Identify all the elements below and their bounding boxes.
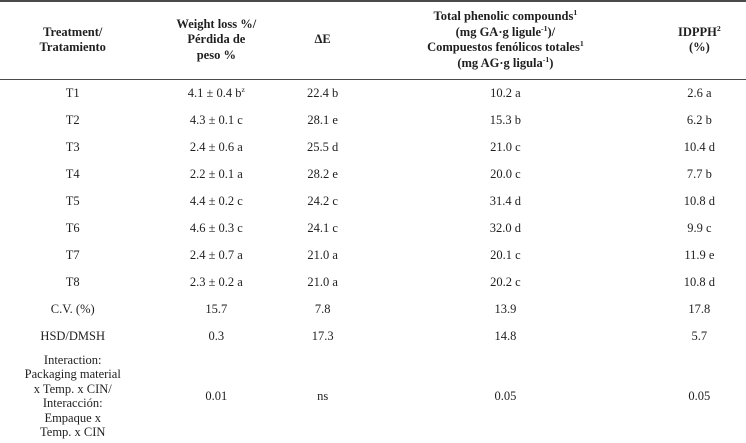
row-t7: T7 2.4 ± 0.7 a 21.0 a 20.1 c 11.9 e	[0, 242, 746, 269]
idpph-cell: 2.6 a	[687, 85, 712, 100]
delta-e-cell: ns	[317, 388, 329, 403]
phenolics-cell: 14.8	[494, 328, 517, 343]
row-t3: T3 2.4 ± 0.6 a 25.5 d 21.0 c 10.4 d	[0, 134, 746, 161]
delta-e-cell: 28.2 e	[307, 166, 338, 181]
weight-loss-cell: 2.3 ± 0.2 a	[189, 274, 243, 289]
delta-e-cell: 17.3	[311, 328, 334, 343]
delta-e-cell: 7.8	[314, 301, 331, 316]
treatment-cell: C.V. (%)	[50, 301, 95, 316]
row-hsd: HSD/DMSH 0.3 17.3 14.8 5.7	[0, 323, 746, 350]
weight-loss-cell: 4.3 ± 0.1 c	[189, 112, 243, 127]
treatment-cell: T1	[65, 85, 80, 100]
treatment-cell: T6	[65, 220, 80, 235]
delta-e-cell: 24.2 c	[307, 193, 338, 208]
row-t4: T4 2.2 ± 0.1 a 28.2 e 20.0 c 7.7 b	[0, 161, 746, 188]
weight-loss-cell: 2.4 ± 0.6 a	[189, 139, 243, 154]
idpph-cell: 5.7	[691, 328, 708, 343]
row-t8: T8 2.3 ± 0.2 a 21.0 a 20.2 c 10.8 d	[0, 269, 746, 296]
column-header-treatment: Treatment/ Tratamiento	[0, 1, 146, 80]
idpph-cell: 10.8 d	[683, 193, 715, 208]
treatment-cell: HSD/DMSH	[40, 328, 106, 343]
column-header-delta-e: ΔE	[287, 1, 359, 80]
table-header: Treatment/ Tratamiento Weight loss %/ Pé…	[0, 1, 746, 80]
treatment-cell: T5	[65, 193, 80, 208]
idpph-cell: 11.9 e	[684, 247, 715, 262]
row-interaction: Interaction: Packaging material x Temp. …	[0, 350, 746, 443]
table-body: T1 4.1 ± 0.4 bz 22.4 b 10.2 a 2.6 a T2 4…	[0, 80, 746, 443]
weight-loss-cell: 15.7	[205, 301, 228, 316]
phenolics-cell: 20.1 c	[490, 247, 521, 262]
idpph-cell: 10.8 d	[683, 274, 715, 289]
treatment-cell: T7	[65, 247, 80, 262]
idpph-cell: 7.7 b	[686, 166, 712, 181]
phenolics-cell: 31.4 d	[489, 193, 522, 208]
delta-e-cell: 22.4 b	[307, 85, 339, 100]
column-header-idpph: IDPPH2 (%)	[652, 1, 746, 80]
row-t6: T6 4.6 ± 0.3 c 24.1 c 32.0 d 9.9 c	[0, 215, 746, 242]
row-t5: T5 4.4 ± 0.2 c 24.2 c 31.4 d 10.8 d	[0, 188, 746, 215]
weight-loss-cell: 2.2 ± 0.1 a	[189, 166, 243, 181]
row-cv: C.V. (%) 15.7 7.8 13.9 17.8	[0, 296, 746, 323]
delta-e-cell: 24.1 c	[307, 220, 338, 235]
weight-loss-cell: 2.4 ± 0.7 a	[189, 247, 243, 262]
treatment-cell: T8	[65, 274, 80, 289]
phenolics-cell: 32.0 d	[489, 220, 522, 235]
weight-loss-cell: 4.4 ± 0.2 c	[189, 193, 243, 208]
column-header-total-phenolics: Total phenolic compounds1 (mg GA·g ligul…	[358, 1, 653, 80]
phenolics-cell: 20.0 c	[490, 166, 521, 181]
column-header-weight-loss: Weight loss %/ Pérdida de peso %	[145, 1, 288, 80]
treatment-cell: Interaction: Packaging material x Temp. …	[24, 352, 121, 440]
phenolics-cell: 15.3 b	[489, 112, 522, 127]
treatment-cell: T2	[65, 112, 80, 127]
delta-e-cell: 21.0 a	[307, 274, 338, 289]
treatment-cell: T4	[65, 166, 80, 181]
weight-loss-cell: 4.1 ± 0.4 bz	[187, 84, 245, 100]
header-row: Treatment/ Tratamiento Weight loss %/ Pé…	[0, 1, 746, 80]
row-t2: T2 4.3 ± 0.1 c 28.1 e 15.3 b 6.2 b	[0, 107, 746, 134]
phenolics-cell: 21.0 c	[490, 139, 521, 154]
delta-e-cell: 28.1 e	[307, 112, 338, 127]
weight-loss-cell: 4.6 ± 0.3 c	[189, 220, 243, 235]
idpph-cell: 9.9 c	[687, 220, 712, 235]
idpph-cell: 0.05	[688, 388, 711, 403]
row-t1: T1 4.1 ± 0.4 bz 22.4 b 10.2 a 2.6 a	[0, 80, 746, 107]
weight-loss-cell: 0.01	[205, 388, 228, 403]
weight-loss-cell: 0.3	[208, 328, 225, 343]
phenolics-cell: 0.05	[494, 388, 517, 403]
phenolics-cell: 10.2 a	[490, 85, 521, 100]
idpph-cell: 10.4 d	[683, 139, 715, 154]
treatment-cell: T3	[65, 139, 80, 154]
delta-e-cell: 21.0 a	[307, 247, 338, 262]
idpph-cell: 17.8	[688, 301, 711, 316]
idpph-cell: 6.2 b	[686, 112, 712, 127]
phenolics-cell: 13.9	[494, 301, 517, 316]
delta-e-cell: 25.5 d	[307, 139, 339, 154]
phenolics-cell: 20.2 c	[490, 274, 521, 289]
